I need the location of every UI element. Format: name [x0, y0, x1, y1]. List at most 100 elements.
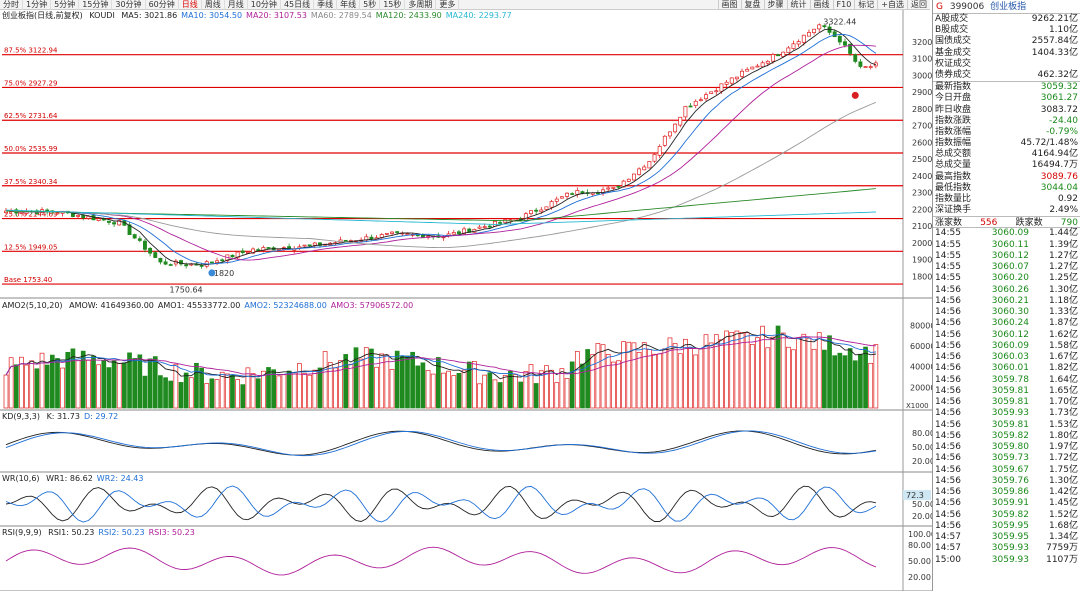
candle-body	[673, 123, 678, 133]
tick-list[interactable]: 14:55 3060.09 1.44亿 14:55 3060.11 1.39亿 14:55 3…	[933, 228, 1080, 566]
tick-volume: 1.73亿	[1048, 408, 1078, 419]
volume-bar	[168, 380, 174, 409]
volume-bar	[446, 370, 451, 409]
candle-body	[704, 94, 708, 100]
candle-body	[637, 168, 642, 175]
period-tab[interactable]: 15秒	[380, 0, 406, 10]
quote-info-panel: G 399006 创业板指 A股成交 9262.21亿 B股成交 1.10亿 国债成交 2…	[932, 0, 1080, 591]
volume-bar	[230, 374, 235, 409]
stats-section: 最新指数 3059.32 今日开盘 3061.27 昨日收盘 3083.72 指数涨跌 -24…	[933, 82, 1080, 216]
tick-price: 3059.91	[991, 498, 1029, 509]
price-tick-label: 1800	[912, 272, 932, 281]
ma-values: MA5: 3021.86 MA10: 3054.50 MA20: 3107.53 MA…	[121, 11, 515, 20]
volume-bar	[410, 351, 415, 409]
indicator-value: AMO2: 52324688.00	[244, 301, 327, 310]
volume-bar	[683, 338, 688, 409]
period-tab[interactable]: 分时	[0, 0, 23, 10]
toolbar-button[interactable]: 复盘	[740, 0, 764, 10]
volume-bar	[86, 360, 91, 409]
tick-time: 14:56	[935, 307, 961, 318]
tick-time: 14:56	[935, 374, 961, 385]
period-tab[interactable]: 60分钟	[146, 0, 179, 10]
volume-bar	[44, 364, 50, 409]
tick-row: 14:55 3060.09 1.44亿	[933, 228, 1080, 239]
volume-bar	[173, 363, 179, 409]
period-tab[interactable]: 月线	[225, 0, 248, 10]
volume-bar	[461, 369, 467, 409]
toolbar-button[interactable]: 步骤	[763, 0, 787, 10]
rsi-title[interactable]: RSI(9,9,9)	[2, 528, 42, 537]
toolbar-button[interactable]: 画图	[717, 0, 741, 10]
indicator-name[interactable]: KOUDI	[89, 11, 115, 20]
candle-body	[384, 232, 389, 235]
toolbar-button[interactable]: +自选	[877, 0, 907, 10]
tick-time: 14:56	[935, 520, 961, 531]
row-value: 3059.32	[1040, 82, 1078, 93]
volume-bar	[703, 334, 709, 409]
row-value: 3061.27	[1040, 93, 1078, 104]
row-label: 最高指数	[935, 171, 972, 182]
period-tab[interactable]: 1分钟	[23, 0, 52, 10]
period-tab[interactable]: 5分钟	[51, 0, 80, 10]
volume-bar	[379, 353, 385, 409]
fib-label: 25.0% 2144.69	[4, 211, 57, 219]
volume-bar	[327, 362, 333, 409]
period-tab[interactable]: 多周期	[405, 0, 437, 10]
candle-body	[493, 220, 497, 227]
period-tab[interactable]: 季线	[314, 0, 338, 10]
period-tab[interactable]: 周线	[202, 0, 225, 10]
kd-title[interactable]: KD(9,3,3)	[2, 412, 41, 421]
stat-row: 总成交额 4164.94亿	[933, 149, 1080, 160]
tick-volume: 1.25亿	[1048, 273, 1078, 284]
tick-price: 3060.03	[991, 352, 1029, 363]
tick-row: 14:56 3060.01 1.82亿	[933, 363, 1080, 374]
candle-body	[220, 259, 225, 262]
tick-price: 3059.67	[991, 464, 1029, 475]
tick-volume: 1.65亿	[1048, 385, 1078, 396]
tick-time: 14:56	[935, 329, 961, 340]
candle-body	[683, 106, 688, 118]
toolbar-button[interactable]: 统计	[786, 0, 810, 10]
volume-bar	[219, 371, 225, 409]
toolbar-button[interactable]: 画线	[809, 0, 833, 10]
row-label: 债券成交	[935, 69, 972, 80]
volume-bar	[780, 332, 786, 409]
period-tab[interactable]: 更多	[436, 0, 460, 10]
candle-body	[647, 161, 652, 169]
amo-title[interactable]: AMO2(5,10,20)	[2, 301, 63, 310]
tick-volume: 1.39亿	[1048, 239, 1078, 250]
period-tab[interactable]: 15分钟	[79, 0, 113, 10]
row-value: 45.72/1.48%	[1020, 138, 1078, 149]
volume-bar	[194, 362, 199, 409]
volume-bar	[739, 332, 745, 409]
volume-bar	[641, 342, 647, 409]
chart-canvas[interactable]: 3200 3100 3000 2900 2800 2700 2600 2500 2400 2300…	[0, 0, 932, 591]
ma10-line	[5, 34, 877, 265]
period-tab[interactable]: 5秒	[360, 0, 381, 10]
period-tab[interactable]: 30分钟	[112, 0, 146, 10]
toolbar-button[interactable]: F10	[832, 0, 855, 10]
tick-row: 14:57 3059.93 7759万	[933, 543, 1080, 554]
period-tab[interactable]: 年线	[337, 0, 361, 10]
tick-price: 3059.76	[991, 475, 1029, 486]
period-tab[interactable]: 10分钟	[248, 0, 281, 10]
price-tick-label: 2800	[912, 105, 932, 114]
candle-body	[343, 239, 348, 242]
volume-bar	[667, 337, 673, 409]
volume-bar	[302, 373, 307, 409]
price-tick-label: 2500	[912, 155, 932, 164]
period-tab[interactable]: 45日线	[281, 0, 315, 10]
candle-body	[266, 247, 271, 249]
candle-body	[848, 43, 853, 54]
candle-body	[750, 66, 755, 70]
volume-bar	[806, 337, 812, 409]
tick-time: 14:55	[935, 262, 961, 273]
wr-title[interactable]: WR(10,6)	[2, 474, 40, 483]
period-tab[interactable]: 日线	[179, 0, 202, 10]
toolbar-button[interactable]: 返回	[907, 0, 930, 10]
tick-time: 14:57	[935, 532, 961, 543]
row-value: -0.79%	[1046, 126, 1078, 137]
toolbar-button[interactable]: 标记	[854, 0, 877, 10]
volume-bar	[343, 354, 349, 409]
volume-bar	[636, 351, 642, 409]
